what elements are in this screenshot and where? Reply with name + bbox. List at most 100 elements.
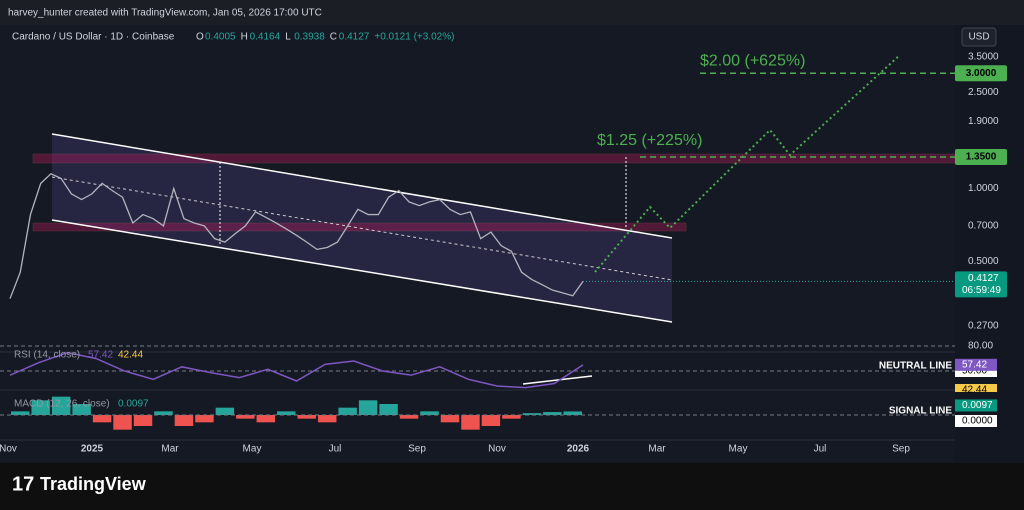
ohlc-value: 0.4164 <box>250 32 281 43</box>
channel-upper <box>51 133 673 239</box>
x-tick-label: Jul <box>329 444 342 455</box>
rsi-ma-box-label: 42.44 <box>962 385 987 396</box>
macd-bar <box>399 415 419 419</box>
macd-zero-label: 0.0000 <box>962 416 993 427</box>
macd-bar <box>113 415 132 430</box>
y-tick-label: 3.5000 <box>968 52 999 63</box>
channel-mid <box>51 176 673 281</box>
y-tick-label: 1.9000 <box>968 116 999 127</box>
y-tick-label: 80.00 <box>968 341 993 352</box>
macd-bar <box>256 415 276 423</box>
y-tick-label: 0.2700 <box>968 321 999 332</box>
logo: 17 TradingView <box>12 473 147 495</box>
channel-lower <box>51 219 673 323</box>
y-tick-label: 1.0000 <box>968 183 999 194</box>
macd-bar <box>31 400 50 415</box>
macd-bar <box>133 415 153 426</box>
x-tick-label: Nov <box>488 444 506 455</box>
x-tick-label: Mar <box>161 444 179 455</box>
macd-bar <box>174 415 194 426</box>
x-tick-label: May <box>729 444 748 455</box>
symbol-title: Cardano / US Dollar · 1D · Coinbase <box>12 32 175 43</box>
rsi-ma-box <box>955 384 997 392</box>
macd-bar <box>317 415 337 423</box>
header-text: harvey_hunter created with TradingView.c… <box>8 8 322 19</box>
macd-bar <box>297 415 316 419</box>
macd-bar <box>92 415 112 423</box>
macd-bar <box>277 411 296 415</box>
currency-button[interactable] <box>961 27 997 47</box>
countdown: 06:59:49 <box>962 285 1001 296</box>
target-level: 3.0000 <box>966 68 997 79</box>
x-tick-label: Nov <box>0 444 17 455</box>
header-bar <box>0 0 1024 25</box>
rsi-value: 57.42 <box>88 350 113 361</box>
macd-bar <box>236 415 255 419</box>
macd-bar <box>481 415 501 426</box>
support-zone <box>32 222 687 232</box>
rsi-ma-value: 42.44 <box>118 350 143 361</box>
target-box <box>955 65 1007 82</box>
rsi-mid: 50.00 <box>962 366 987 377</box>
x-tick-label: 2025 <box>81 444 104 455</box>
x-tick-label: May <box>243 444 262 455</box>
projection <box>594 54 901 273</box>
macd-bar <box>502 415 521 419</box>
x-tick-label: Mar <box>648 444 666 455</box>
ohlc-value: 0.3938 <box>294 32 325 43</box>
macd-bar <box>420 411 439 415</box>
rsi-trendline <box>522 375 593 385</box>
currency[interactable]: USD <box>968 32 989 43</box>
rsi-title: RSI (14, close) <box>14 350 80 361</box>
macd-bar <box>358 400 378 415</box>
target-text: $2.00 (+625%) <box>700 52 805 69</box>
macd-bar <box>11 411 30 415</box>
macd-box <box>955 399 997 412</box>
x-tick-label: Sep <box>408 444 426 455</box>
macd-title: MACD (12, 26, close) <box>14 399 110 410</box>
x-tick-label: 2026 <box>567 444 590 455</box>
target-level: 1.3500 <box>966 152 997 163</box>
y-tick-label: 2.5000 <box>968 87 999 98</box>
macd-bar <box>338 407 357 415</box>
macd-bar <box>195 415 214 423</box>
macd-value: 0.0097 <box>118 399 149 410</box>
x-tick-label: Sep <box>892 444 910 455</box>
x-tick-label: Jul <box>814 444 827 455</box>
ohlc-key: H <box>241 32 248 43</box>
macd-zero-box <box>955 415 997 427</box>
target-box <box>955 149 1007 166</box>
macd-bar <box>563 411 582 415</box>
y-tick-label: 0.5000 <box>968 256 999 267</box>
macd-bar <box>215 407 235 415</box>
ohlc-key: L <box>285 32 291 43</box>
last-price: 0.4127 <box>968 273 999 284</box>
ohlc-key: O <box>196 32 204 43</box>
logo-mark: 17 <box>12 473 34 495</box>
rsi-line <box>9 351 584 389</box>
price-line <box>9 173 584 299</box>
ohlc-key: C <box>330 32 337 43</box>
macd-bar <box>72 404 91 415</box>
brand: TradingView <box>40 474 147 494</box>
macd-bar <box>51 396 71 415</box>
rsi-box <box>955 358 997 371</box>
macd-bar <box>154 411 173 415</box>
ohlc-value: 0.4127 <box>339 32 370 43</box>
macd-bar <box>379 404 398 415</box>
macd-bar <box>461 415 480 430</box>
rsi-box-label: 57.42 <box>962 359 987 370</box>
change: +0.0121 (+3.02%) <box>374 32 454 43</box>
macd-bar <box>440 415 460 423</box>
macd-bar <box>522 413 542 415</box>
ohlc-value: 0.4005 <box>205 32 236 43</box>
last-price-box <box>955 271 1007 298</box>
target-text: $1.25 (+225%) <box>597 132 702 149</box>
resistance-zone <box>32 153 956 164</box>
macd-annotation: SIGNAL LINE <box>889 406 952 417</box>
macd-bar <box>543 412 562 415</box>
y-tick-label: 0.7000 <box>968 221 999 232</box>
rsi-annotation: NEUTRAL LINE <box>879 361 952 372</box>
macd-box-label: 0.0097 <box>962 400 993 411</box>
